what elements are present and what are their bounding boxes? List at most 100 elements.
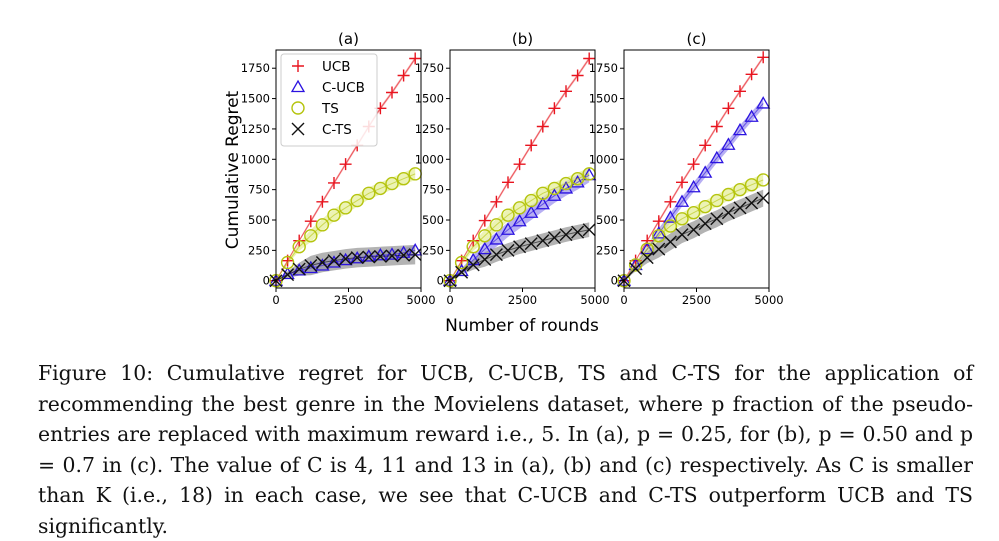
ts-point <box>304 229 318 243</box>
ucb-point <box>583 52 596 65</box>
ts-point <box>559 176 573 191</box>
cts-point <box>721 206 735 220</box>
cts-point <box>339 252 353 266</box>
y-tick-label: 1250 <box>589 122 618 136</box>
ts-point <box>710 193 724 208</box>
x-axis-label: Number of rounds <box>445 316 599 336</box>
y-tick-label: 500 <box>596 213 618 227</box>
cts-point <box>408 248 422 262</box>
ucb-point <box>490 195 503 208</box>
cts-point <box>745 196 759 210</box>
ts-point <box>350 193 364 208</box>
ts-point <box>466 240 480 254</box>
ucb-point <box>652 215 665 228</box>
ucb-point <box>478 214 491 227</box>
ucb-point <box>525 139 538 152</box>
y-tick-label: 250 <box>248 243 270 257</box>
cts-point <box>559 228 573 242</box>
figure-caption: Figure 10: Cumulative regret for UCB, C-… <box>38 358 973 541</box>
cts-point <box>466 258 480 272</box>
ts-point <box>338 201 353 215</box>
cts-point <box>698 217 712 231</box>
cucb-point <box>651 226 666 239</box>
ucb-point <box>397 69 410 82</box>
cucb-point <box>384 247 400 260</box>
cucb-point <box>489 232 504 245</box>
ucb-point <box>757 51 770 64</box>
cucb-point <box>674 194 690 207</box>
cucb-line <box>275 249 416 282</box>
y-tick-label: 500 <box>248 213 270 227</box>
ts-point <box>396 172 411 186</box>
cts-point <box>675 228 689 242</box>
x-tick-label: 0 <box>620 293 627 307</box>
ts-point <box>315 218 330 232</box>
ts-point <box>454 255 469 270</box>
legend-box <box>280 53 378 147</box>
cucb-point <box>477 241 492 255</box>
y-tick-label: 250 <box>596 243 618 257</box>
y-tick-label: 500 <box>422 213 444 227</box>
cucb-point <box>709 150 724 164</box>
legend-marker-ucb <box>292 60 304 72</box>
ucb-point <box>722 102 735 115</box>
ucb-point <box>316 195 329 208</box>
cts-point <box>663 235 677 249</box>
ucb-point <box>386 86 398 99</box>
legend-marker-ts <box>291 101 305 115</box>
cucb-point <box>686 179 701 193</box>
ts-point <box>663 219 678 233</box>
cts-point <box>455 265 469 279</box>
y-tick-label: 1750 <box>415 61 444 75</box>
figure-10: Cumulative Regret Number of rounds (a) 0 2… <box>223 30 784 336</box>
x-tick-label: 2500 <box>508 293 537 307</box>
y-tick-label: 0 <box>437 274 444 288</box>
ucb-point <box>699 139 712 152</box>
ts-point <box>628 258 643 272</box>
legend-label-cts: C-TS <box>322 122 352 138</box>
legend-label-cucb: C-UCB <box>322 80 365 96</box>
ts-band <box>450 167 590 281</box>
ts-point <box>292 240 306 254</box>
cts-point <box>629 262 643 276</box>
ucb-point <box>641 234 654 247</box>
cts-point <box>733 201 747 215</box>
ucb-point <box>339 158 352 171</box>
ts-point <box>373 181 388 196</box>
x-tick-label: 0 <box>446 293 453 307</box>
legend-marker-cucb <box>290 79 306 93</box>
x-tick-label: 5000 <box>580 293 609 307</box>
y-tick-label: 1250 <box>415 122 444 136</box>
legend-label-ucb: UCB <box>322 59 351 75</box>
cucb-point <box>698 165 713 178</box>
cucb-point <box>535 196 550 210</box>
cts-point <box>652 242 666 256</box>
cucb-point <box>512 213 527 227</box>
ts-point <box>698 199 712 214</box>
x-tick-label: 2500 <box>334 293 363 307</box>
cts-point <box>524 237 538 251</box>
ucb-point <box>745 68 758 81</box>
panel-2: (c) 0 250 500 750 1000 1250 1500 1750 0 2500 5000 <box>589 30 784 307</box>
cts-point <box>640 251 654 265</box>
cts-point <box>501 243 515 257</box>
cts-point <box>687 223 701 237</box>
x-tick-label: 5000 <box>406 293 435 307</box>
ts-point <box>385 176 399 191</box>
ucb-point <box>328 176 340 189</box>
panel-0: (a) 0 250 500 750 1000 1250 1500 1750 0 2500 5000 UC… <box>241 30 436 307</box>
cucb-point <box>732 122 748 136</box>
x-tick-label: 2500 <box>682 293 711 307</box>
panel-1: (b) 0 250 500 750 1000 1250 1500 1750 0 2500 5000 <box>415 30 610 307</box>
cts-point <box>397 248 411 262</box>
ucb-point <box>560 85 572 98</box>
cts-point <box>373 249 387 263</box>
ucb-point <box>664 195 677 208</box>
legend-marker-cts <box>291 122 305 136</box>
y-tick-label: 1500 <box>241 92 270 106</box>
panel-title: (b) <box>512 30 533 48</box>
cts-point <box>582 223 596 237</box>
y-tick-label: 1000 <box>589 152 618 166</box>
cts-point <box>536 234 550 248</box>
y-axis-label: Cumulative Regret <box>223 90 243 249</box>
